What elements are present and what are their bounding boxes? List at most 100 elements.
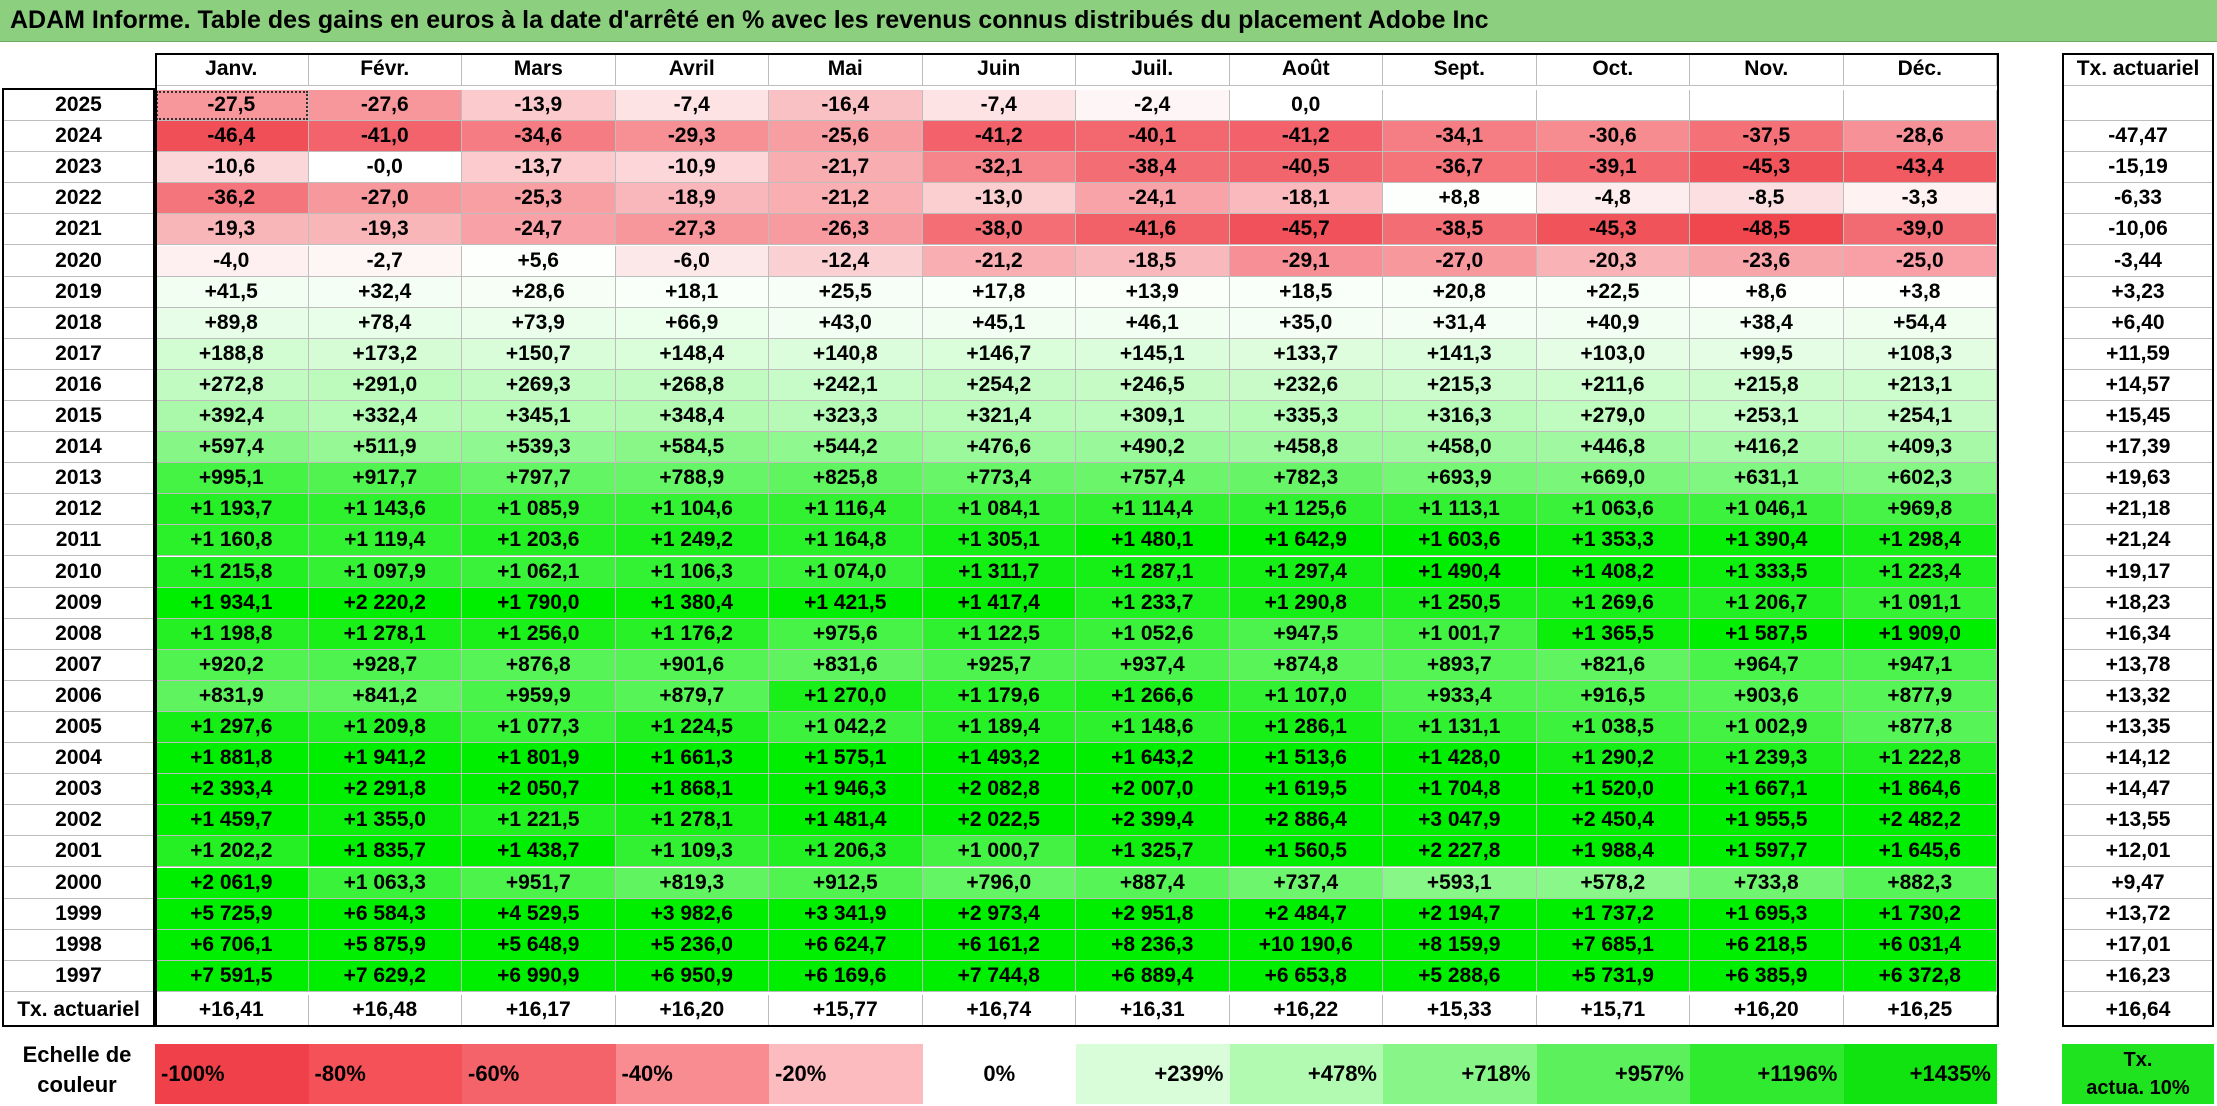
heatmap-cell: +1 222,8: [1843, 743, 1997, 775]
heatmap-cell: +1 790,0: [462, 587, 616, 619]
heatmap-cell: +1 143,6: [308, 494, 462, 526]
heatmap-cell: +1 215,8: [155, 556, 309, 588]
month-header: Juin: [922, 53, 1076, 86]
heatmap-cell: +2 973,4: [922, 898, 1076, 930]
heatmap-cell: +145,1: [1076, 338, 1230, 370]
heatmap-cell: +1 587,5: [1690, 618, 1844, 650]
heatmap-cell: +490,2: [1076, 432, 1230, 464]
heatmap-cell: +6 161,2: [922, 929, 1076, 961]
heatmap-cell: +2 194,7: [1383, 898, 1537, 930]
heatmap-cell: +7 591,5: [155, 960, 309, 992]
heatmap-cell: +1 730,2: [1843, 898, 1997, 930]
footer-value: +16,41: [155, 994, 309, 1027]
year-label: 2020: [2, 245, 155, 277]
heatmap-cell: -4,0: [155, 245, 309, 277]
actuarial-value: +21,18: [2062, 494, 2214, 526]
heatmap-cell: +882,3: [1843, 867, 1997, 899]
heatmap-cell: +1 109,3: [615, 836, 769, 868]
heatmap-cell: +1 575,1: [769, 743, 923, 775]
heatmap-cell: +5 725,9: [155, 898, 309, 930]
heatmap-cell: +1 256,0: [462, 618, 616, 650]
heatmap-cell: +917,7: [308, 463, 462, 495]
heatmap-cell: +1 176,2: [615, 618, 769, 650]
heatmap-cell: +1 333,5: [1690, 556, 1844, 588]
heatmap-cell: -24,7: [462, 214, 616, 246]
heatmap-cell: +2 399,4: [1076, 805, 1230, 837]
year-label: 2002: [2, 805, 155, 837]
heatmap-cell: -38,5: [1383, 214, 1537, 246]
heatmap-cell: +18,1: [615, 276, 769, 308]
heatmap-cell: +1 493,2: [922, 743, 1076, 775]
heatmap-cell: -7,4: [922, 90, 1076, 122]
heatmap-cell: +4 529,5: [462, 898, 616, 930]
heatmap-cell: +17,8: [922, 276, 1076, 308]
heatmap-cell: +1 221,5: [462, 805, 616, 837]
year-label: 2015: [2, 401, 155, 433]
heatmap-cell: +584,5: [615, 432, 769, 464]
heatmap-cell: -6,0: [615, 245, 769, 277]
year-label: 2013: [2, 463, 155, 495]
heatmap-cell: +964,7: [1690, 649, 1844, 681]
footer-value: +16,17: [462, 994, 616, 1027]
heatmap-cell: -24,1: [1076, 183, 1230, 215]
heatmap-cell: +1 106,3: [615, 556, 769, 588]
heatmap-cell: +5 288,6: [1383, 960, 1537, 992]
actuarial-value: +12,01: [2062, 836, 2214, 868]
heatmap-cell: +602,3: [1843, 463, 1997, 495]
actuarial-value: +19,63: [2062, 463, 2214, 495]
heatmap-cell: +1 481,4: [769, 805, 923, 837]
heatmap-cell: +2 450,4: [1536, 805, 1690, 837]
heatmap-cell: +1 941,2: [308, 743, 462, 775]
heatmap-cell: 0,0: [1229, 90, 1383, 122]
year-label: 2004: [2, 743, 155, 775]
actuarial-value: -15,19: [2062, 152, 2214, 184]
heatmap-cell: +2 050,7: [462, 774, 616, 806]
heatmap-cell: +1 864,6: [1843, 774, 1997, 806]
heatmap-cell: +6 990,9: [462, 960, 616, 992]
actuarial-value: +6,40: [2062, 307, 2214, 339]
actuarial-value: +13,35: [2062, 712, 2214, 744]
actuarial-value: +9,47: [2062, 867, 2214, 899]
heatmap-cell: +578,2: [1536, 867, 1690, 899]
heatmap-cell: +1 223,4: [1843, 556, 1997, 588]
heatmap-cell: +254,2: [922, 369, 1076, 401]
footer-value: +15,71: [1536, 994, 1690, 1027]
heatmap-cell: +928,7: [308, 649, 462, 681]
heatmap-cell: +831,6: [769, 649, 923, 681]
heatmap-cell: +597,4: [155, 432, 309, 464]
heatmap-cell: +13,9: [1076, 276, 1230, 308]
heatmap-cell: -40,5: [1229, 152, 1383, 184]
heatmap-cell: -27,0: [308, 183, 462, 215]
legend-step: -100%: [155, 1044, 309, 1104]
heatmap-cell: +1 353,3: [1536, 525, 1690, 557]
heatmap-cell: +893,7: [1383, 649, 1537, 681]
heatmap-cell: +1 421,5: [769, 587, 923, 619]
heatmap-cell: +1 239,3: [1690, 743, 1844, 775]
heatmap-cell: +1 560,5: [1229, 836, 1383, 868]
heatmap-cell: +7 629,2: [308, 960, 462, 992]
heatmap-cell: -25,3: [462, 183, 616, 215]
year-label: 2000: [2, 867, 155, 899]
year-label: 2023: [2, 152, 155, 184]
heatmap-cell: +693,9: [1383, 463, 1537, 495]
heatmap-cell: +28,6: [462, 276, 616, 308]
heatmap-cell: +877,9: [1843, 680, 1997, 712]
actuarial-value: +16,23: [2062, 960, 2214, 992]
heatmap-cell: +1 164,8: [769, 525, 923, 557]
heatmap-cell: +1 325,7: [1076, 836, 1230, 868]
heatmap-cell: +925,7: [922, 649, 1076, 681]
actuarial-value: -47,47: [2062, 121, 2214, 153]
legend-step: -60%: [462, 1044, 616, 1104]
heatmap-cell: +1 269,6: [1536, 587, 1690, 619]
heatmap-cell: +6 031,4: [1843, 929, 1997, 961]
heatmap-cell: +66,9: [615, 307, 769, 339]
heatmap-cell: +6 706,1: [155, 929, 309, 961]
heatmap-cell: +8,6: [1690, 276, 1844, 308]
legend-step: +1196%: [1690, 1044, 1844, 1104]
heatmap-cell: -41,6: [1076, 214, 1230, 246]
heatmap-cell: +6 889,4: [1076, 960, 1230, 992]
heatmap-cell: +416,2: [1690, 432, 1844, 464]
year-label: 2010: [2, 556, 155, 588]
heatmap-cell: +3 982,6: [615, 898, 769, 930]
heatmap-cell: +10 190,6: [1229, 929, 1383, 961]
